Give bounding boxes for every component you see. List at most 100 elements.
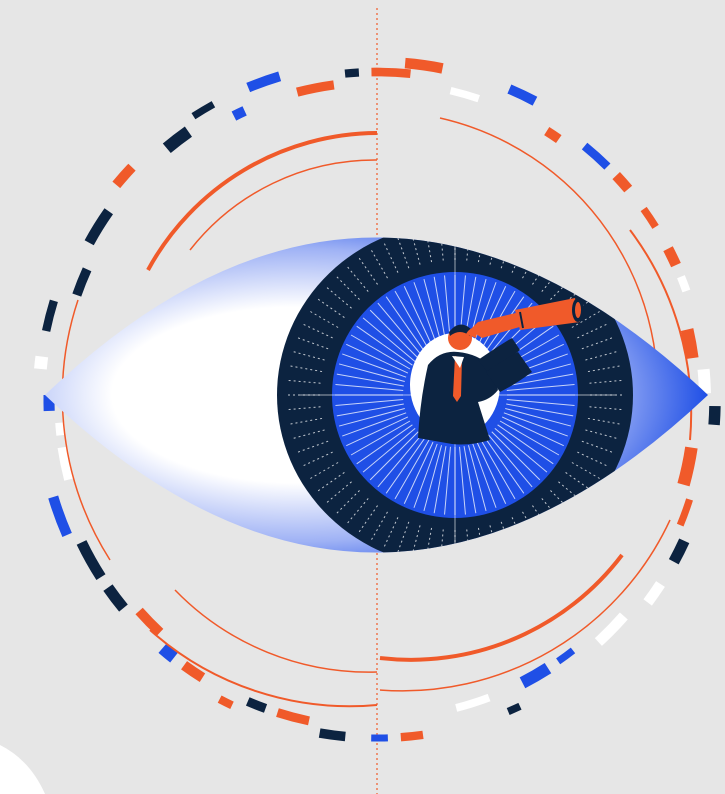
iris-tick (425, 527, 433, 553)
iris-tick (439, 237, 444, 261)
iris-tick (394, 439, 430, 500)
iris-tick (480, 439, 516, 500)
ring-segment (680, 328, 699, 360)
iris-tick (346, 265, 369, 292)
ring-segment (676, 498, 693, 527)
ring-segment (112, 163, 136, 189)
iris-tick (423, 278, 443, 345)
ring-segment (217, 695, 234, 709)
iris-tick (397, 237, 410, 269)
ring-segment (697, 368, 711, 394)
iris-tick (338, 363, 405, 383)
iris-tick (423, 445, 443, 512)
telescope-icon (466, 298, 584, 338)
ring-segment (581, 142, 611, 170)
ring-segment (449, 86, 480, 103)
ring-segment (400, 730, 424, 742)
iris-tick (358, 505, 378, 533)
ring-segment (296, 80, 335, 97)
iris-tick (370, 249, 388, 279)
iris-tick (356, 424, 413, 465)
iris-tick (369, 431, 419, 481)
orange-arc-top-thin (189, 159, 378, 251)
iris-tick (346, 416, 409, 447)
orange-arc-bottom-left (174, 589, 378, 673)
iris-tick (497, 424, 554, 465)
iris-tick (494, 428, 548, 473)
ring-segment (663, 246, 681, 268)
iris-tick (413, 443, 438, 508)
iris-tick (325, 286, 352, 309)
iris-tick (346, 498, 369, 525)
iris-tick (362, 428, 416, 473)
iris-tick (425, 237, 433, 263)
ring-segment (506, 702, 522, 715)
iris-tick (585, 429, 618, 439)
iris-tick (589, 379, 623, 384)
iris-tick (358, 257, 378, 285)
iris-tick (467, 445, 487, 512)
iris-tick (377, 434, 422, 488)
corner-white-shape (0, 745, 45, 794)
iris-tick (459, 446, 466, 515)
iris-tick (289, 365, 323, 373)
iris-tick (577, 323, 608, 339)
iris-tick (302, 323, 333, 339)
iris-tick (336, 403, 404, 417)
ring-segment (519, 662, 552, 689)
ring-segment (344, 68, 360, 78)
ring-segment (103, 584, 128, 612)
iris-tick (292, 429, 325, 439)
iris-tick (394, 290, 430, 351)
orange-arc-right-outer (629, 229, 693, 441)
iris-tick (377, 302, 422, 356)
iris-tick (571, 310, 601, 328)
iris-tick (342, 412, 407, 437)
iris-tick (287, 379, 321, 384)
ring-segment (668, 538, 690, 565)
ring-segment (135, 607, 164, 637)
ring-segment (404, 57, 444, 74)
ring-segment (48, 495, 72, 538)
iris-tick (317, 472, 345, 492)
iris-tick (411, 525, 421, 553)
ring-segment (612, 172, 633, 193)
iris-tick (444, 446, 451, 515)
iris-tick (499, 420, 560, 456)
iris-tick (296, 440, 329, 453)
iris-tick (506, 399, 575, 406)
ring-segment (72, 267, 92, 297)
iris-tick (484, 437, 525, 494)
iris-tick (463, 446, 477, 514)
man-collar-icon (452, 356, 464, 368)
ring-segment (42, 299, 58, 332)
iris-tick (335, 275, 360, 300)
iris-tick (309, 462, 339, 480)
iris-tick (589, 406, 623, 411)
iris-tick (571, 462, 601, 480)
iris-tick (439, 529, 444, 553)
ring-segment (544, 127, 562, 144)
iris-tick (385, 437, 426, 494)
iris-tick (292, 351, 325, 361)
man-hair-icon (449, 324, 472, 336)
iris-tick (335, 490, 360, 515)
iris-tick (317, 298, 345, 318)
iris-tick (403, 441, 434, 504)
iris-tick (287, 406, 321, 411)
ring-segment (34, 355, 49, 370)
ring-segment (55, 422, 66, 436)
iris-tick (506, 373, 574, 387)
ring-segment (276, 708, 310, 726)
iris-tick (350, 420, 411, 456)
iris-tick (565, 472, 593, 492)
ring-segment (162, 126, 193, 154)
ring-segment (371, 67, 411, 79)
iris-tick (433, 276, 447, 344)
iris-tick (370, 511, 388, 541)
ring-segment (643, 581, 665, 606)
iris-tick (296, 337, 329, 350)
ring-segment (84, 208, 114, 246)
iris-tick (289, 417, 323, 425)
